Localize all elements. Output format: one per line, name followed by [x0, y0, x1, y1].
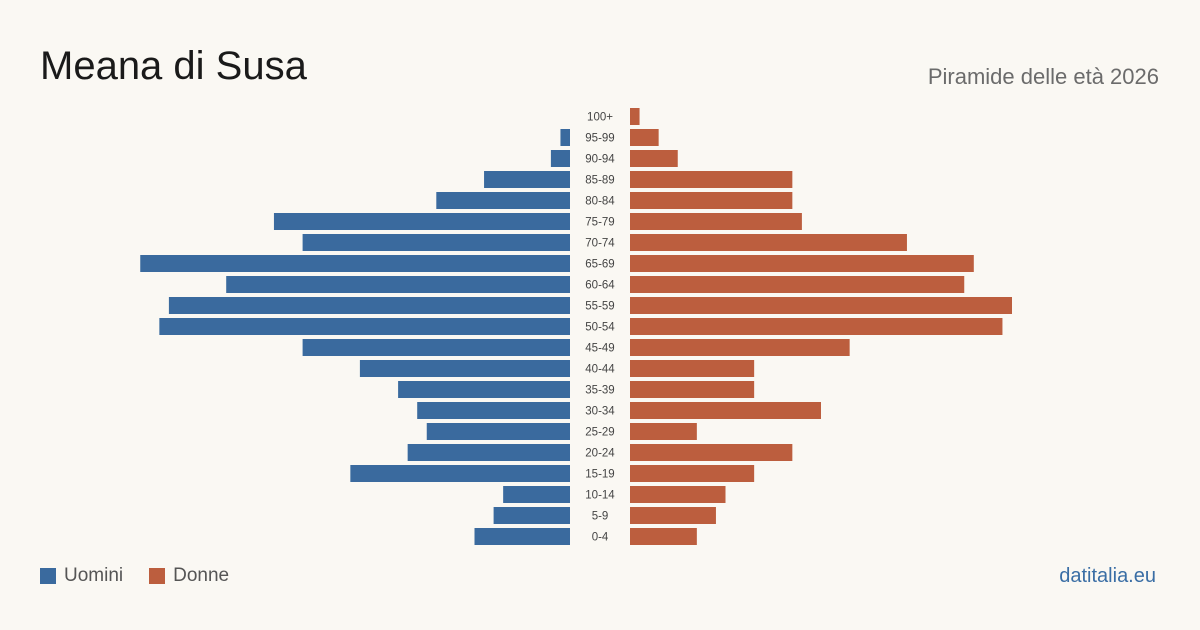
bar-women-50-54 — [630, 318, 1003, 335]
legend-label-women: Donne — [173, 565, 230, 586]
bar-men-80-84 — [436, 192, 570, 209]
bar-men-30-34 — [417, 402, 570, 419]
bar-women-90-94 — [630, 150, 678, 167]
bar-women-20-24 — [630, 444, 793, 461]
age-label-35-39: 35-39 — [585, 385, 614, 397]
bar-men-20-24 — [407, 444, 570, 461]
age-label-75-79: 75-79 — [585, 217, 614, 229]
bar-women-30-34 — [630, 402, 821, 419]
source-link[interactable]: datitalia.eu — [1059, 565, 1156, 587]
age-label-45-49: 45-49 — [585, 343, 614, 355]
bar-men-0-4 — [474, 528, 570, 545]
bar-women-60-64 — [630, 276, 965, 293]
bar-women-15-19 — [630, 465, 755, 482]
bar-men-70-74 — [302, 234, 570, 251]
bar-women-70-74 — [630, 234, 907, 251]
legend-swatch-women — [149, 568, 166, 584]
bar-men-40-44 — [359, 360, 570, 377]
bar-women-65-69 — [630, 255, 974, 272]
legend-swatch-men — [40, 568, 56, 584]
bar-men-15-19 — [350, 465, 570, 482]
age-label-50-54: 50-54 — [585, 322, 615, 334]
bar-women-100+ — [630, 108, 640, 125]
bar-women-5-9 — [630, 507, 716, 524]
bar-men-10-14 — [503, 486, 570, 503]
age-label-60-64: 60-64 — [585, 280, 615, 292]
age-label-5-9: 5-9 — [592, 511, 609, 523]
bar-men-25-29 — [426, 423, 570, 440]
age-label-20-24: 20-24 — [585, 448, 615, 460]
chart-legend: Uomini Donne — [40, 565, 255, 587]
chart-subtitle: Piramide delle età 2026 — [927, 64, 1159, 89]
bar-men-60-64 — [226, 276, 570, 293]
bar-women-25-29 — [630, 423, 697, 440]
bar-men-35-39 — [398, 381, 570, 398]
age-label-10-14: 10-14 — [585, 490, 615, 502]
bar-women-0-4 — [630, 528, 697, 545]
bar-women-10-14 — [630, 486, 726, 503]
bar-men-85-89 — [484, 171, 570, 188]
legend-item-men: Uomini — [40, 565, 123, 587]
bar-women-45-49 — [630, 339, 850, 356]
age-label-70-74: 70-74 — [585, 238, 615, 250]
legend-item-women: Donne — [149, 565, 229, 587]
age-label-15-19: 15-19 — [585, 469, 614, 481]
bar-men-95-99 — [560, 129, 570, 146]
bar-men-90-94 — [550, 150, 570, 167]
bar-women-55-59 — [630, 297, 1012, 314]
bar-men-45-49 — [302, 339, 570, 356]
bar-women-35-39 — [630, 381, 755, 398]
page-title: Meana di Susa — [40, 44, 307, 88]
age-label-65-69: 65-69 — [585, 259, 614, 271]
age-label-25-29: 25-29 — [585, 427, 614, 439]
bar-women-85-89 — [630, 171, 793, 188]
bar-men-55-59 — [168, 297, 570, 314]
age-label-90-94: 90-94 — [585, 154, 615, 166]
age-label-55-59: 55-59 — [585, 301, 614, 313]
age-label-30-34: 30-34 — [585, 406, 615, 418]
age-label-40-44: 40-44 — [585, 364, 615, 376]
bar-men-5-9 — [493, 507, 570, 524]
bar-women-95-99 — [630, 129, 659, 146]
bar-men-50-54 — [159, 318, 570, 335]
bar-men-65-69 — [140, 255, 570, 272]
age-label-80-84: 80-84 — [585, 196, 615, 208]
legend-label-men: Uomini — [64, 565, 124, 586]
age-label-95-99: 95-99 — [585, 133, 614, 145]
bar-women-75-79 — [630, 213, 802, 230]
age-label-85-89: 85-89 — [585, 175, 614, 187]
bar-men-75-79 — [273, 213, 570, 230]
bar-women-80-84 — [630, 192, 793, 209]
age-label-0-4: 0-4 — [592, 532, 609, 544]
age-label-100+: 100+ — [587, 112, 613, 124]
bar-women-40-44 — [630, 360, 755, 377]
